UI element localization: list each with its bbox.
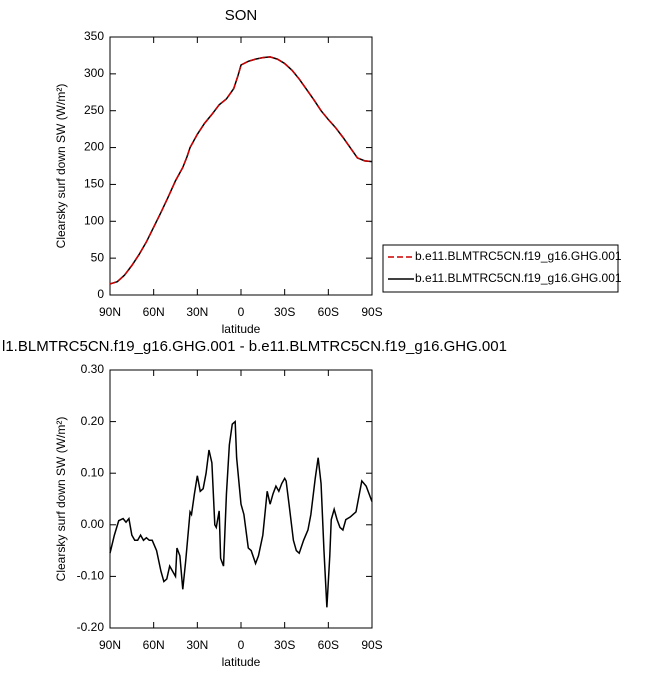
y-tick-label: 150 — [84, 177, 104, 191]
x-tick-label: 0 — [238, 638, 245, 652]
x-tick-label: 90S — [361, 638, 382, 652]
y-axis-label: Clearsky surf down SW (W/m²) — [54, 417, 68, 582]
chart-title: l1.BLMTRC5CN.f19_g16.GHG.001 - b.e11.BLM… — [2, 338, 507, 355]
x-tick-label: 30S — [274, 305, 295, 319]
x-tick-label: 60S — [318, 638, 339, 652]
data-line — [109, 56, 373, 285]
chart-title: SON — [225, 7, 258, 24]
x-tick-label: 90N — [99, 305, 121, 319]
y-tick-label: 300 — [84, 66, 104, 80]
data-line — [109, 56, 373, 285]
y-tick-label: 0 — [97, 287, 104, 301]
y-tick-label: 50 — [91, 250, 105, 264]
x-tick-label: 90N — [99, 638, 121, 652]
y-tick-label: 0.30 — [81, 362, 105, 376]
y-tick-label: 0.20 — [81, 414, 105, 428]
x-tick-label: 60N — [143, 305, 165, 319]
x-axis-label: latitude — [222, 322, 261, 336]
x-axis-label: latitude — [222, 655, 261, 669]
x-tick-label: 90S — [361, 305, 382, 319]
legend-box — [382, 244, 619, 293]
y-tick-label: 200 — [84, 140, 104, 154]
x-tick-label: 30S — [274, 638, 295, 652]
x-tick-label: 60N — [143, 638, 165, 652]
legend-label: b.e11.BLMTRC5CN.f19_g16.GHG.001 — [415, 271, 622, 285]
y-tick-label: -0.10 — [77, 569, 105, 583]
y-tick-label: 100 — [84, 213, 104, 227]
y-tick-label: -0.20 — [77, 620, 105, 634]
x-tick-label: 60S — [318, 305, 339, 319]
y-axis-label: Clearsky surf down SW (W/m²) — [54, 84, 68, 249]
x-tick-label: 30N — [186, 638, 208, 652]
y-tick-label: 250 — [84, 103, 104, 117]
y-tick-label: 350 — [84, 29, 104, 43]
x-tick-label: 0 — [238, 305, 245, 319]
x-tick-label: 30N — [186, 305, 208, 319]
y-tick-label: 0.00 — [81, 517, 105, 531]
legend-label: b.e11.BLMTRC5CN.f19_g16.GHG.001 — [415, 249, 622, 263]
plot-frame — [109, 36, 373, 296]
data-line — [109, 419, 373, 608]
y-tick-label: 0.10 — [81, 465, 105, 479]
